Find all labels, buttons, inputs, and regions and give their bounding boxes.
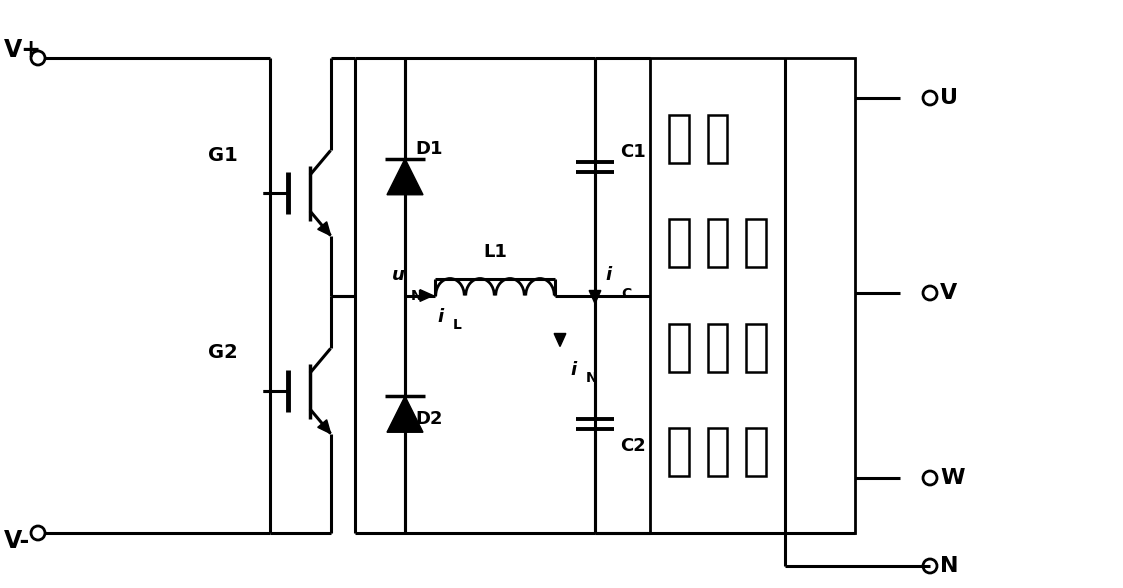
Bar bbox=[707, 429, 728, 476]
Text: W: W bbox=[940, 468, 965, 488]
Polygon shape bbox=[420, 290, 433, 302]
Text: D2: D2 bbox=[416, 410, 442, 428]
Bar bbox=[747, 219, 766, 267]
Text: V+: V+ bbox=[4, 38, 42, 62]
Text: C1: C1 bbox=[620, 143, 646, 161]
Polygon shape bbox=[387, 159, 423, 195]
Text: G1: G1 bbox=[208, 145, 238, 165]
Text: G2: G2 bbox=[208, 343, 238, 362]
Bar bbox=[707, 115, 728, 163]
Polygon shape bbox=[554, 333, 566, 346]
Text: L1: L1 bbox=[483, 242, 506, 260]
Polygon shape bbox=[590, 290, 601, 303]
Bar bbox=[669, 429, 688, 476]
Text: N: N bbox=[586, 370, 597, 385]
Bar bbox=[669, 219, 688, 267]
Text: N: N bbox=[940, 556, 959, 576]
Polygon shape bbox=[318, 222, 330, 236]
Bar bbox=[669, 324, 688, 372]
Polygon shape bbox=[387, 396, 423, 432]
Text: N: N bbox=[411, 289, 422, 302]
Text: i: i bbox=[605, 266, 611, 283]
Bar bbox=[747, 429, 766, 476]
Text: i: i bbox=[437, 308, 444, 326]
Bar bbox=[707, 324, 728, 372]
Text: u: u bbox=[392, 266, 405, 283]
Bar bbox=[669, 115, 688, 163]
Bar bbox=[650, 58, 855, 533]
Text: D1: D1 bbox=[416, 140, 442, 158]
Text: C: C bbox=[621, 286, 631, 300]
Text: C2: C2 bbox=[620, 437, 646, 455]
Bar bbox=[747, 324, 766, 372]
Text: V: V bbox=[940, 283, 957, 303]
Polygon shape bbox=[318, 420, 330, 433]
Text: i: i bbox=[570, 360, 576, 379]
Text: L: L bbox=[453, 318, 462, 332]
Text: U: U bbox=[940, 88, 958, 108]
Bar bbox=[707, 219, 728, 267]
Text: V-: V- bbox=[4, 529, 30, 553]
